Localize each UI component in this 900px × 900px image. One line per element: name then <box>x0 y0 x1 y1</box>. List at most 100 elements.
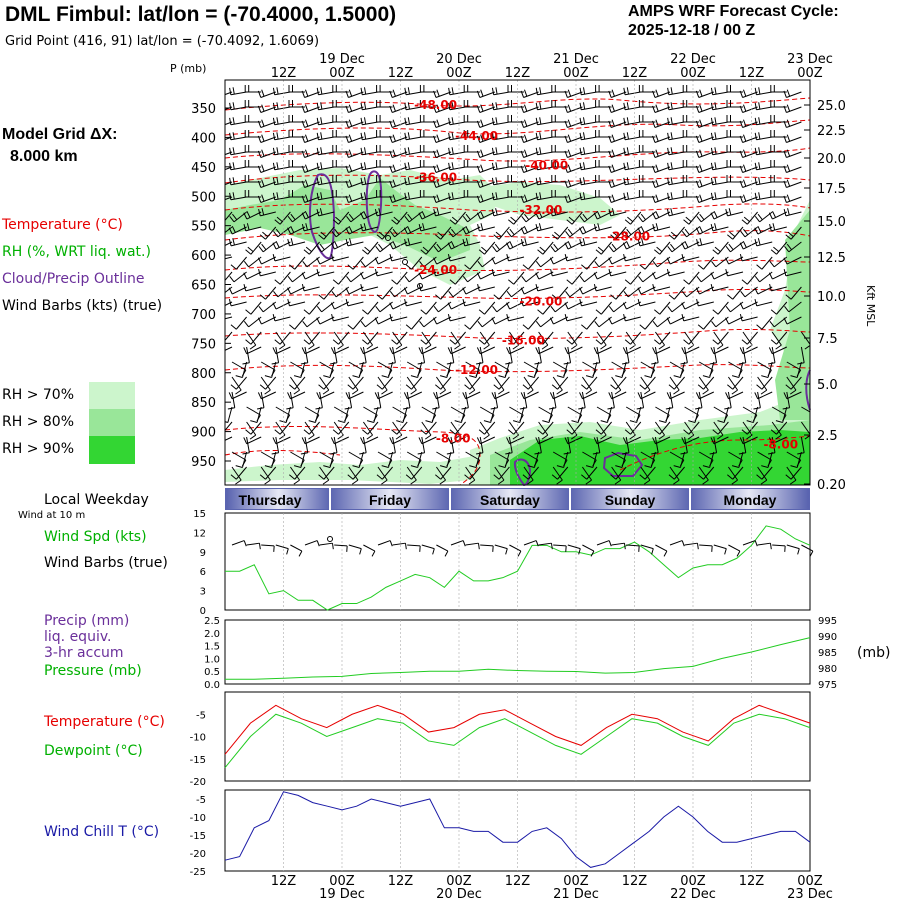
wind-barb-flag <box>257 317 262 325</box>
pressure-tick-label: 900 <box>191 426 216 441</box>
wind-barb-staff <box>438 301 452 313</box>
wind-barb-flag <box>480 104 484 112</box>
wind-barb-flag <box>404 238 407 246</box>
wind-barb-flag <box>623 147 626 155</box>
wind-barb-staff <box>329 451 335 468</box>
wind-barb-staff <box>451 301 466 310</box>
wind-barb-flag <box>712 309 719 315</box>
wind-barb-flag <box>272 437 277 444</box>
wind-barb-staff <box>435 181 452 188</box>
wind-barb-staff <box>323 226 335 240</box>
wind-barb-flag <box>436 194 440 202</box>
wind-barb-staff <box>554 241 569 253</box>
wind-barb-staff <box>391 151 408 158</box>
wind-barb-staff <box>698 301 714 307</box>
wind-barb-flag <box>556 389 563 395</box>
wind-barb-staff <box>250 241 262 255</box>
wind-barb-flag <box>404 87 407 95</box>
wind-barb-staff <box>581 106 598 111</box>
wind-barb-flag <box>520 180 525 188</box>
wind-barb-flag <box>697 474 704 480</box>
surface-wind-barb <box>319 542 333 546</box>
height-tick-label: 12.5 <box>817 251 846 266</box>
wind-barb-staff <box>800 436 805 453</box>
contour-labels: -48.00-44.00-40.00-36.00-32.00-28.00-24.… <box>414 98 798 451</box>
wind-barb-staff <box>230 151 247 156</box>
wind-barb-flag <box>257 392 262 399</box>
wind-barb-flag <box>381 479 388 485</box>
wind-barb-flag <box>727 384 734 390</box>
wind-speed-tick: 12 <box>193 528 206 539</box>
wind-barb-flag <box>535 437 540 444</box>
wind-barb-staff <box>713 436 718 453</box>
surface-wind-barb-flag <box>590 550 595 557</box>
wind-barb-staff <box>557 226 569 240</box>
weekday-bar: Thursday Friday Saturday Sunday Monday <box>225 488 810 510</box>
wind-barb-flag <box>243 272 248 280</box>
wind-barb-staff <box>230 181 247 186</box>
wind-barb-flag <box>556 465 564 468</box>
wind-barb-flag <box>775 420 783 423</box>
wind-barb-staff <box>493 121 510 126</box>
wind-barb-staff <box>348 121 364 128</box>
wind-barb-staff <box>420 226 437 232</box>
wind-barb-flag <box>378 231 385 237</box>
wind-barb-flag <box>316 132 319 140</box>
weekday-friday: Friday <box>369 492 411 508</box>
wind-barb-staff <box>225 181 233 186</box>
wind-barb-flag <box>535 321 541 328</box>
wind-barb-staff <box>553 316 569 325</box>
wind-barb-staff <box>475 451 481 468</box>
wind-barb-flag <box>769 261 775 268</box>
legend-wind: Wind Barbs (kts) (true) <box>2 298 163 314</box>
wind-barb-flag <box>567 149 572 157</box>
wind-barb-flag <box>652 347 656 354</box>
wind-barb-staff <box>246 421 257 436</box>
wind-barb-flag <box>320 102 323 110</box>
wind-barb-flag <box>301 135 306 143</box>
model-grid-label: Model Grid ΔX: <box>2 126 118 143</box>
wind-barb-flag <box>683 339 690 345</box>
wind-barb-flag <box>476 150 481 158</box>
surface-wind-barb <box>377 540 391 546</box>
wind-barb-staff <box>728 256 744 265</box>
wind-barb-staff <box>537 166 554 171</box>
wind-barb-flag <box>389 302 394 310</box>
wind-barb-flag <box>582 132 586 140</box>
wind-barb-staff <box>615 466 627 480</box>
wind-barb-staff <box>421 346 426 363</box>
temperature-tick: -5 <box>196 710 206 721</box>
wind-barb-flag <box>696 216 702 223</box>
wind-barb-flag <box>741 429 748 435</box>
wind-barb-staff <box>365 316 379 328</box>
wind-barb-flag <box>758 162 761 170</box>
wind-barb-staff <box>743 301 758 310</box>
wind-barb-staff <box>538 271 554 280</box>
wind-barb-flag <box>376 474 383 480</box>
wind-barb-staff <box>479 181 495 188</box>
wind-barb-flag <box>331 291 337 298</box>
wind-barb-flag <box>783 268 787 276</box>
wind-barb-flag <box>433 268 436 276</box>
wind-barb-flag <box>520 90 525 98</box>
wind-barb-flag <box>483 344 490 350</box>
wind-barb-staff <box>727 391 732 408</box>
wind-barb-staff <box>684 346 688 363</box>
wind-barb-flag <box>462 392 467 399</box>
wind-barb-flag <box>436 104 440 112</box>
time-label-bottom: 12Z <box>622 874 648 889</box>
wind-barb-flag <box>301 283 305 291</box>
wind-barb-flag <box>521 216 527 223</box>
wind-barb-flag <box>681 347 686 354</box>
wind-barb-staff <box>596 436 601 453</box>
wind-barb-flag <box>448 117 451 125</box>
wind-barb-flag <box>447 242 452 250</box>
wind-barb-staff <box>786 91 802 98</box>
wind-barb-flag <box>345 180 349 188</box>
wind-barb-flag <box>742 240 747 248</box>
wind-barb-flag <box>331 231 337 238</box>
wind-barb-flag <box>595 309 602 315</box>
wind-barb-staff <box>537 181 554 186</box>
wind-barb-flag <box>230 384 237 390</box>
wind-barb-flag <box>654 429 661 435</box>
